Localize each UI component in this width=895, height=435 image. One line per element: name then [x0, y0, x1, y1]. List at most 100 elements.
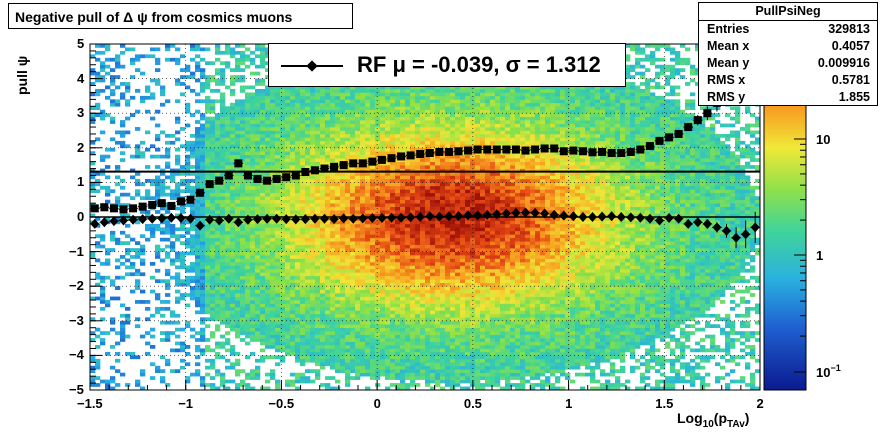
heatmap-cell [225, 61, 231, 66]
heatmap-cell [395, 237, 401, 242]
heatmap-cell [235, 286, 241, 290]
heatmap-cell [105, 199, 111, 204]
heatmap-cell [165, 300, 171, 304]
heatmap-cell [325, 116, 331, 121]
heatmap-cell [275, 324, 281, 329]
heatmap-cell [310, 120, 316, 124]
heatmap-cell [100, 306, 106, 311]
heatmap-cell [430, 241, 436, 245]
heatmap-cell [200, 261, 206, 266]
heatmap-cell [305, 286, 311, 290]
heatmap-cell [400, 127, 406, 131]
heatmap-cell [330, 130, 336, 135]
heatmap-cell [270, 261, 276, 266]
heatmap-cell [315, 178, 321, 183]
heatmap-cell [415, 116, 421, 121]
heatmap-cell [260, 248, 266, 252]
heatmap-cell [355, 272, 361, 277]
heatmap-cell [295, 324, 301, 329]
heatmap-cell [255, 241, 261, 245]
heatmap-cell [345, 137, 351, 142]
heatmap-cell [305, 331, 311, 335]
heatmap-cell [415, 255, 421, 259]
heatmap-cell [110, 365, 116, 370]
heatmap-cell [300, 199, 306, 204]
heatmap-cell [230, 293, 236, 297]
heatmap-cell [415, 355, 421, 360]
heatmap-cell [280, 338, 286, 342]
heatmap-cell [295, 109, 301, 114]
heatmap-cell [245, 265, 251, 270]
heatmap-cell [340, 300, 346, 304]
heatmap-cell [155, 147, 161, 152]
heatmap-cell [195, 175, 201, 180]
heatmap-cell [425, 199, 431, 204]
heatmap-cell [135, 172, 141, 176]
heatmap-cell [415, 182, 421, 187]
heatmap-cell [360, 230, 366, 235]
heatmap-cell [435, 345, 441, 349]
heatmap-cell [250, 272, 256, 277]
heatmap-cell [195, 213, 201, 218]
heatmap-cell [245, 310, 251, 315]
heatmap-cell [185, 220, 191, 225]
heatmap-cell [285, 296, 291, 301]
heatmap-cell [205, 130, 211, 135]
heatmap-cell [405, 182, 411, 187]
heatmap-cell [340, 282, 346, 287]
heatmap-cell [280, 320, 286, 325]
heatmap-cell [365, 196, 371, 200]
heatmap-cell [390, 165, 396, 169]
heatmap-cell [330, 113, 336, 117]
heatmap-cell [215, 57, 221, 62]
heatmap-cell [210, 237, 216, 242]
heatmap-cell [370, 151, 376, 156]
heatmap-cell [190, 133, 196, 138]
heatmap-cell [195, 61, 201, 66]
heatmap-cell [325, 92, 331, 97]
heatmap-cell [200, 182, 206, 187]
heatmap-cell [315, 348, 321, 353]
heatmap-cell [290, 220, 296, 225]
heatmap-cell [350, 182, 356, 187]
heatmap-cell [295, 165, 301, 169]
heatmap-cell [330, 192, 336, 197]
heatmap-cell [400, 365, 406, 370]
heatmap-cell [285, 258, 291, 263]
heatmap-cell [295, 293, 301, 297]
heatmap-cell [425, 206, 431, 211]
heatmap-cell [295, 203, 301, 207]
heatmap-cell [215, 300, 221, 304]
heatmap-cell [405, 88, 411, 93]
heatmap-cell [415, 345, 421, 349]
heatmap-cell [175, 116, 181, 121]
heatmap-cell [380, 300, 386, 304]
heatmap-cell [285, 348, 291, 353]
heatmap-cell [130, 351, 136, 356]
heatmap-cell [115, 64, 121, 69]
heatmap-cell [315, 130, 321, 135]
heatmap-cell [265, 355, 271, 360]
heatmap-cell [395, 203, 401, 207]
heatmap-cell [355, 265, 361, 270]
heatmap-cell [140, 234, 146, 239]
heatmap-cell [360, 348, 366, 353]
heatmap-cell [190, 248, 196, 252]
heatmap-cell [270, 275, 276, 280]
heatmap-cell [345, 313, 351, 318]
heatmap-cell [195, 372, 201, 377]
heatmap-cell [240, 230, 246, 235]
heatmap-cell [280, 95, 286, 100]
heatmap-cell [415, 275, 421, 280]
heatmap-cell [325, 102, 331, 107]
heatmap-cell [370, 196, 376, 200]
heatmap-cell [245, 120, 251, 124]
heatmap-cell [210, 109, 216, 114]
heatmap-cell [355, 338, 361, 342]
heatmap-cell [220, 310, 226, 315]
heatmap-cell [120, 338, 126, 342]
heatmap-cell [200, 88, 206, 93]
heatmap-cell [320, 213, 326, 218]
heatmap-cell [110, 57, 116, 62]
heatmap-cell [290, 351, 296, 356]
